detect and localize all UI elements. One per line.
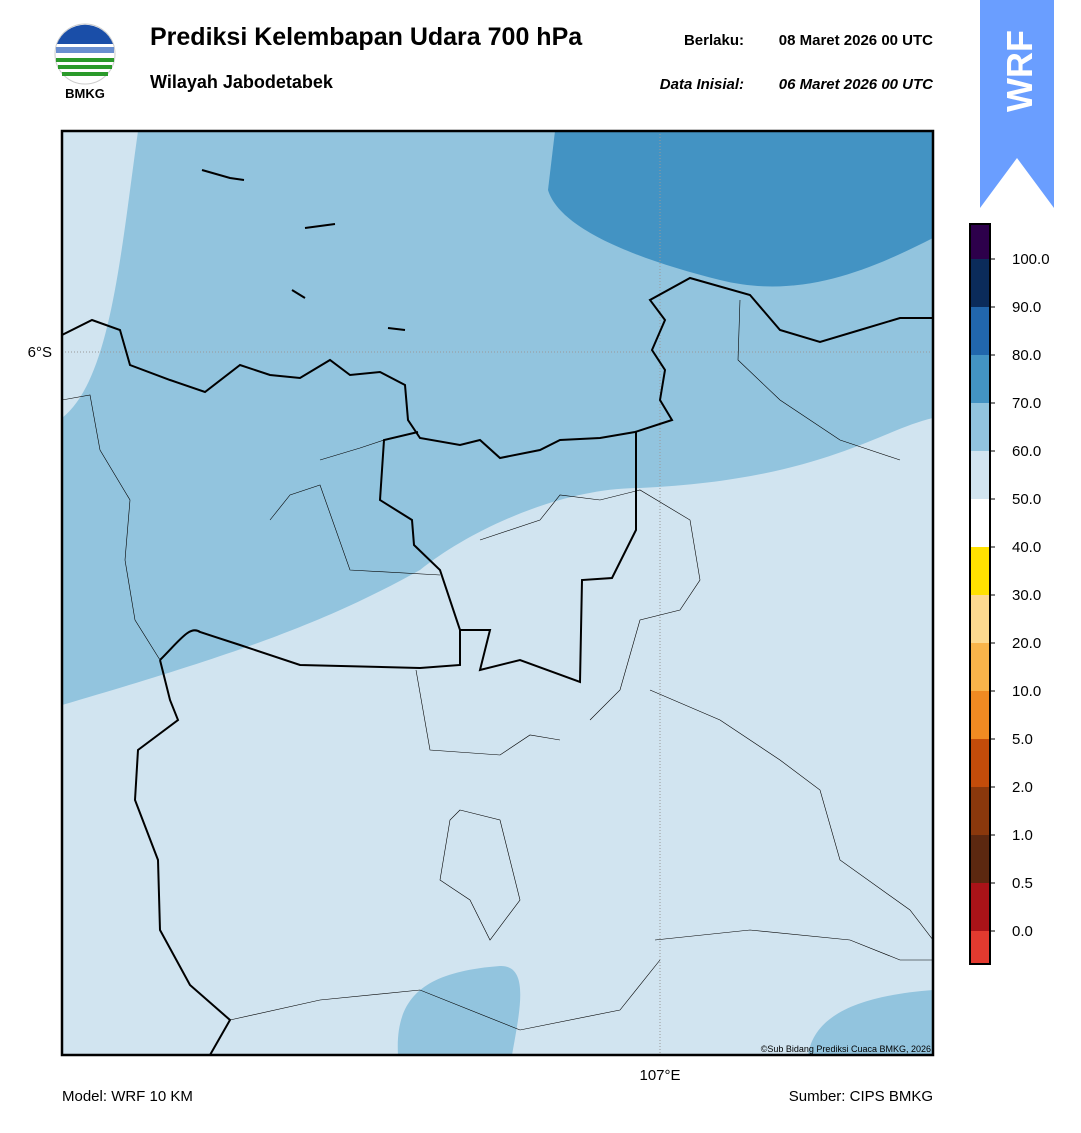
colorbar-segment (970, 835, 990, 883)
colorbar-segment (970, 883, 990, 931)
colorbar-label: 100.0 (1012, 251, 1050, 268)
valid-label: Berlaku: (684, 32, 744, 49)
colorbar-segment (970, 355, 990, 403)
colorbar-label: 60.0 (1012, 443, 1041, 460)
footer-model: Model: WRF 10 KM (62, 1088, 193, 1105)
colorbar-segment (970, 595, 990, 643)
colorbar-segment (970, 691, 990, 739)
colorbar-segment (970, 451, 990, 499)
lat-label: 6°S (28, 344, 52, 361)
colorbar-label: 50.0 (1012, 491, 1041, 508)
colorbar-segment (970, 643, 990, 691)
colorbar-segment (970, 547, 990, 595)
colorbar-frame (969, 223, 991, 965)
title: Prediksi Kelembapan Udara 700 hPa (150, 23, 583, 51)
subtitle: Wilayah Jabodetabek (150, 72, 334, 92)
valid-time: 08 Maret 2026 00 UTC (779, 32, 933, 49)
colorbar-segment (970, 224, 990, 259)
colorbar: 0.0 0.5 1.0 2.0 5.0 10.0 20.0 30.0 40.0 50.0 60.0 7… (969, 223, 1050, 965)
colorbar-label: 10.0 (1012, 683, 1041, 700)
colorbar-label: 70.0 (1012, 395, 1041, 412)
colorbar-label: 30.0 (1012, 587, 1041, 604)
colorbar-segment (970, 739, 990, 787)
colorbar-label: 90.0 (1012, 299, 1041, 316)
colorbar-segment (970, 787, 990, 835)
colorbar-segment (970, 259, 990, 307)
colorbar-label: 0.5 (1012, 875, 1033, 892)
colorbar-label: 0.0 (1012, 923, 1033, 940)
credit: ©Sub Bidang Prediksi Cuaca BMKG, 2026 (761, 1044, 931, 1054)
initial-label: Data Inisial: (660, 76, 744, 93)
colorbar-label: 20.0 (1012, 635, 1041, 652)
colorbar-label: 5.0 (1012, 731, 1033, 748)
badge (980, 0, 1054, 208)
colorbar-segment (970, 307, 990, 355)
initial-time: 06 Maret 2026 00 UTC (779, 76, 934, 93)
logo-text: BMKG (65, 86, 105, 101)
colorbar-label: 2.0 (1012, 779, 1033, 796)
colorbar-label: 1.0 (1012, 827, 1033, 844)
colorbar-segment (970, 403, 990, 451)
map: 6°S 107°E ©Sub Bidang Prediksi Cuaca BMK… (28, 129, 935, 1084)
badge-text: WRF (999, 30, 1040, 112)
lon-label: 107°E (639, 1067, 680, 1084)
colorbar-segment (970, 931, 990, 964)
footer-source: Sumber: CIPS BMKG (789, 1088, 933, 1105)
colorbar-label: 40.0 (1012, 539, 1041, 556)
logo: BMKG (54, 23, 116, 101)
colorbar-label: 80.0 (1012, 347, 1041, 364)
colorbar-segment (970, 499, 990, 547)
